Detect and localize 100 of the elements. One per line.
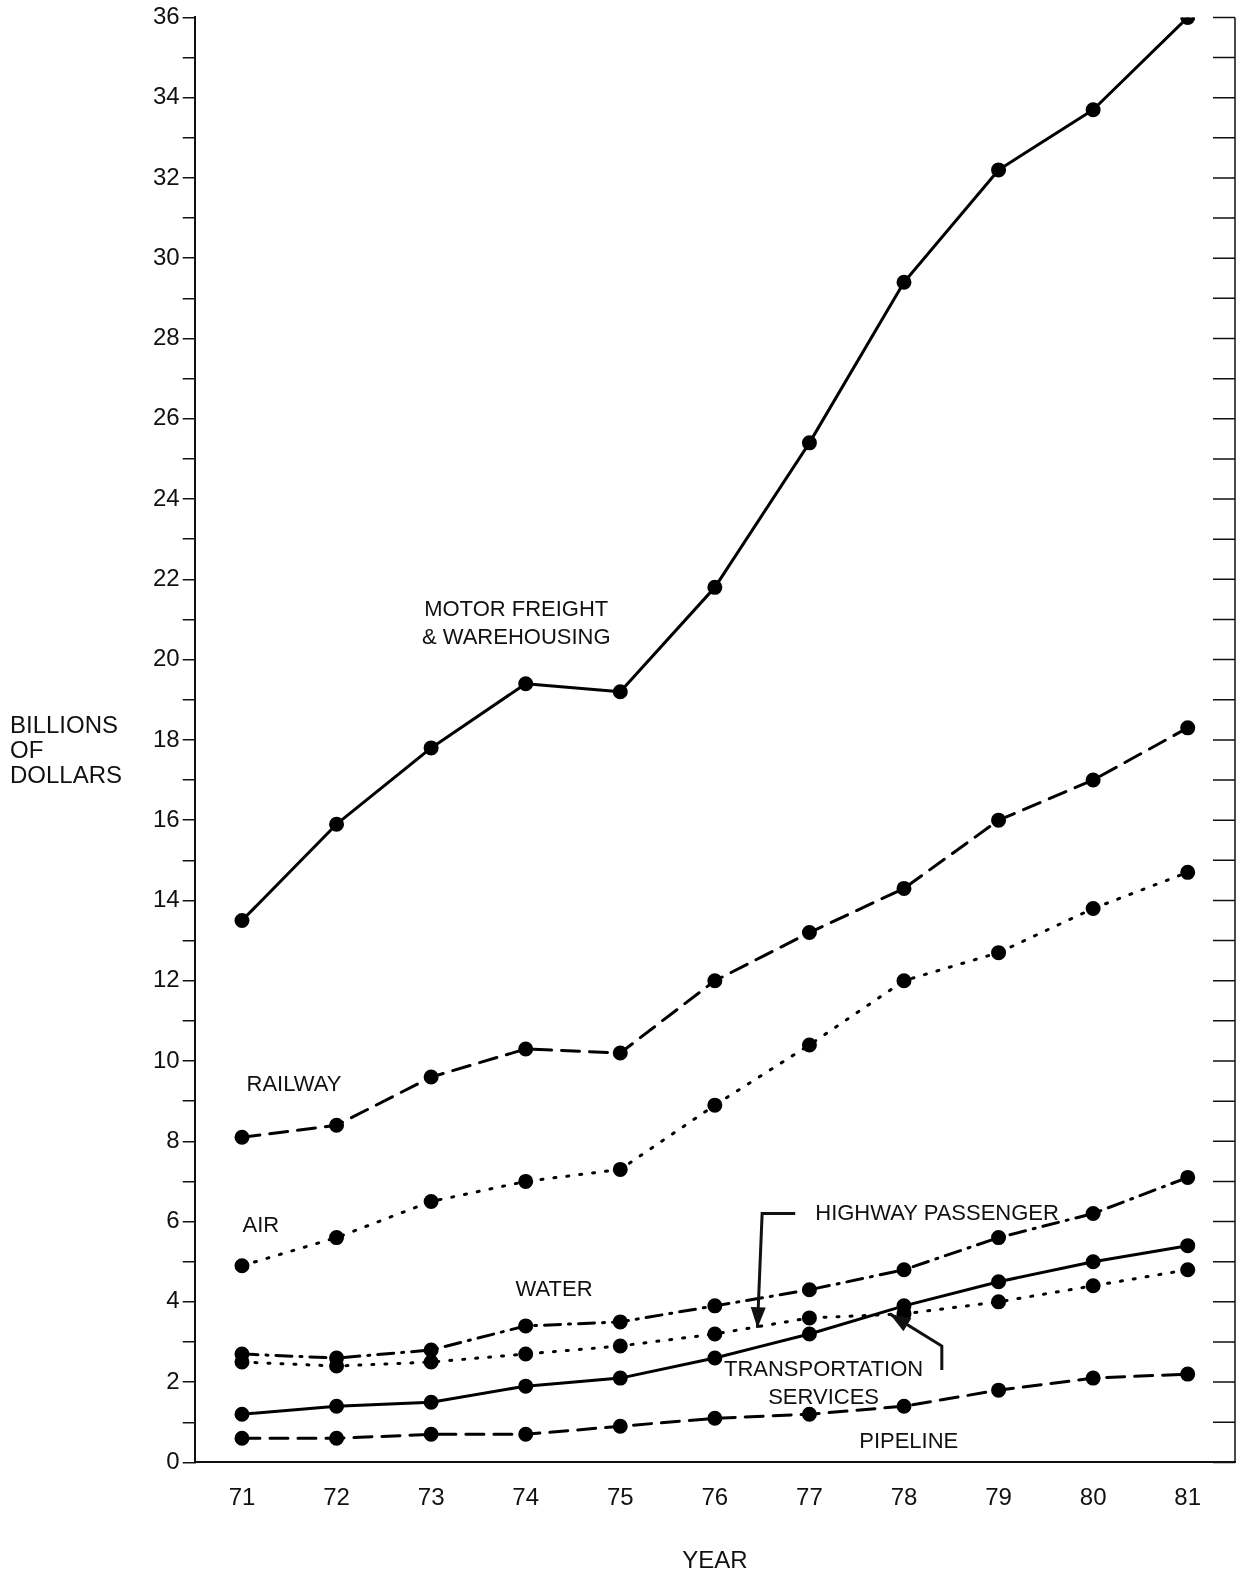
point [612,1314,628,1330]
point [991,1230,1007,1246]
series-label: WATER [515,1275,593,1301]
point [801,1310,817,1326]
point [612,1045,628,1061]
point [234,913,250,929]
y-tick-label: 16 [152,804,180,832]
point [423,1342,439,1358]
point [234,1430,250,1446]
point [612,684,628,700]
point [801,1406,817,1422]
x-tick-label: 80 [1079,1483,1107,1511]
point [1085,1278,1101,1294]
point [707,1298,723,1314]
point [991,162,1007,178]
point [896,973,912,989]
point [423,1194,439,1209]
point [612,1370,628,1386]
series-label: PIPELINE [859,1428,959,1454]
point [518,676,534,692]
point [1180,864,1196,880]
point [518,1346,534,1362]
point [518,1041,534,1057]
y-tick-label: 6 [166,1206,180,1234]
point [1085,1254,1101,1270]
y-tick-label: 26 [152,403,180,431]
x-tick-label: 75 [606,1483,634,1511]
y-axis-title: BILLIONS OF DOLLARS [10,711,123,788]
point [1085,900,1101,916]
point [1180,1238,1196,1254]
point [518,1173,534,1189]
point [234,1129,250,1145]
point [707,973,723,989]
point [801,1282,817,1298]
point [329,816,345,832]
point [612,1418,628,1434]
x-tick-label: 73 [417,1483,445,1511]
point [329,1398,345,1414]
y-tick-label: 32 [152,162,180,190]
point [991,1274,1007,1290]
point [1085,102,1101,118]
point [1085,1206,1101,1222]
point [896,880,912,896]
y-tick-label: 24 [152,483,180,511]
y-tick-label: 34 [152,82,180,110]
point [896,1398,912,1414]
y-tick-label: 2 [166,1366,180,1394]
y-tick-label: 4 [166,1286,180,1314]
point [423,740,439,756]
point [1180,1169,1196,1185]
series-label: RAILWAY [246,1071,342,1097]
point [234,1258,250,1274]
point [801,435,817,451]
y-tick-label: 28 [152,323,180,351]
point [234,1406,250,1422]
x-tick-label: 71 [228,1483,256,1511]
y-tick-label: 22 [152,563,180,591]
x-tick-label: 72 [323,1483,350,1511]
x-tick-label: 81 [1174,1483,1202,1511]
point [991,812,1007,828]
y-tick-label: 36 [152,2,180,30]
x-tick-label: 76 [701,1483,729,1511]
point [801,1037,817,1053]
point [329,1230,345,1246]
point [612,1161,628,1177]
point [707,1097,723,1113]
point [707,579,723,595]
y-tick-label: 12 [152,965,180,993]
x-tick-label: 74 [512,1483,540,1511]
y-tick-label: 18 [152,724,180,752]
y-tick-label: 8 [166,1125,180,1153]
point [1180,1366,1196,1382]
text: HIGHWAY PASSENGER [815,1199,1059,1225]
point [896,274,912,290]
point [707,1326,723,1342]
x-tick-label: 77 [796,1483,823,1511]
point [991,945,1007,961]
point [423,1426,439,1442]
point [329,1430,345,1446]
point [1180,720,1196,736]
y-tick-label: 0 [166,1447,180,1475]
y-tick-label: 10 [152,1045,180,1073]
series-label: TRANSPORTATION SERVICES [723,1356,924,1410]
series-label: AIR [242,1211,280,1237]
point [1180,1262,1196,1278]
point [423,1354,439,1370]
point [801,1326,817,1342]
point [991,1382,1007,1398]
point [329,1117,345,1133]
x-axis-title: YEAR [682,1546,748,1574]
point [423,1394,439,1410]
point [518,1318,534,1334]
point [1085,1370,1101,1386]
y-tick-label: 30 [152,242,180,270]
point [707,1410,723,1426]
y-tick-label: 20 [152,644,180,672]
point [518,1426,534,1442]
point [896,1262,912,1278]
x-tick-label: 78 [890,1483,918,1511]
point [518,1378,534,1394]
